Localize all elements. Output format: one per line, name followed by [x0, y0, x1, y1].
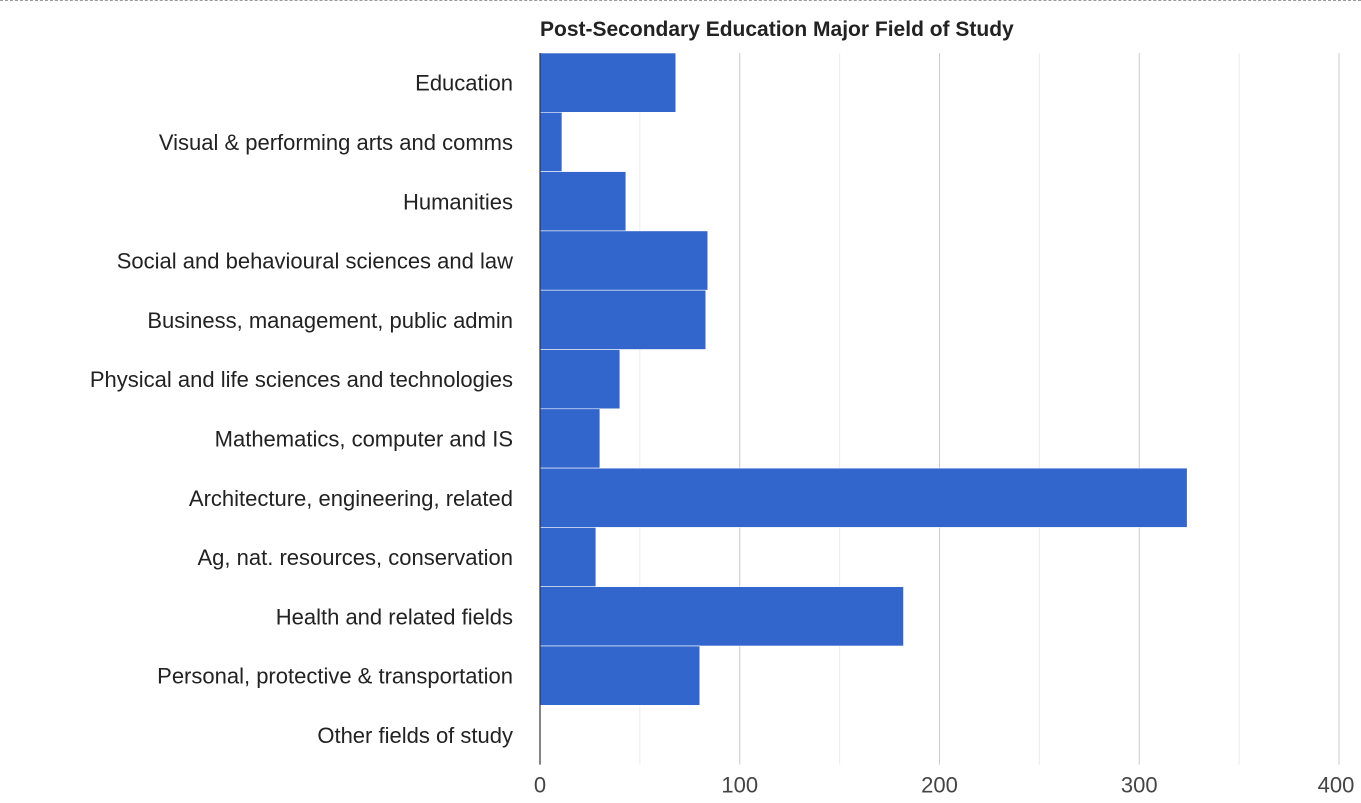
bar[interactable] — [539, 645, 701, 706]
category-label: Humanities — [403, 189, 513, 214]
bar[interactable] — [539, 408, 601, 469]
x-tick-label: 0 — [534, 773, 546, 798]
bar[interactable] — [539, 349, 621, 410]
category-label: Architecture, engineering, related — [189, 486, 513, 511]
x-tick-label: 100 — [721, 773, 758, 798]
bar[interactable] — [539, 527, 597, 588]
bar[interactable] — [539, 586, 904, 647]
category-label: Health and related fields — [276, 604, 513, 629]
bar[interactable] — [539, 467, 1188, 528]
category-label: Personal, protective & transportation — [157, 664, 513, 689]
bar[interactable] — [539, 171, 627, 232]
category-label: Education — [415, 71, 513, 96]
category-label: Other fields of study — [317, 723, 513, 748]
category-label: Business, management, public admin — [147, 308, 513, 333]
category-label: Physical and life sciences and technolog… — [90, 367, 513, 392]
x-tick-label: 300 — [1121, 773, 1158, 798]
bar[interactable] — [539, 112, 563, 172]
bar[interactable] — [539, 289, 707, 350]
gridlines — [639, 53, 1340, 765]
category-labels: Education Visual & performing arts and co… — [90, 71, 513, 748]
category-label: Social and behavioural sciences and law — [117, 249, 513, 274]
chart-title: Post-Secondary Education Major Field of … — [540, 18, 1014, 41]
bars — [539, 52, 1188, 706]
bar[interactable] — [539, 230, 709, 291]
category-label: Mathematics, computer and IS — [215, 426, 513, 451]
category-label: Ag, nat. resources, conservation — [198, 545, 514, 570]
category-label: Visual & performing arts and comms — [159, 130, 513, 155]
x-tick-label: 400 — [1318, 773, 1355, 798]
x-tick-label: 200 — [921, 773, 958, 798]
x-axis-ticks: 0 100 200 300 400 — [534, 773, 1354, 798]
bar[interactable] — [539, 52, 677, 113]
